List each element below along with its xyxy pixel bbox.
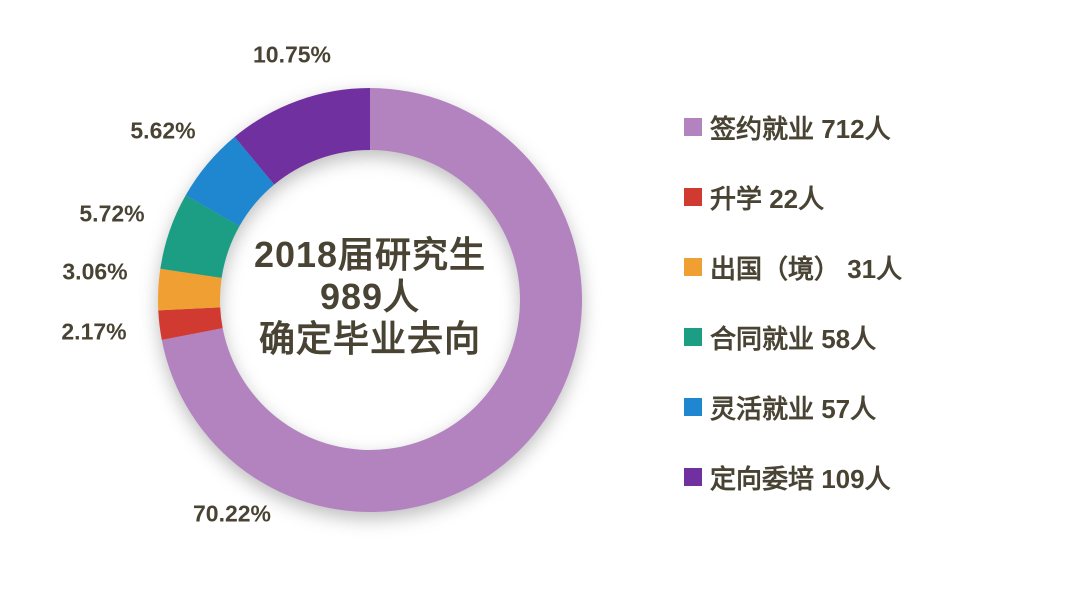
center-title-line3: 确定毕业去向 — [258, 318, 481, 359]
legend-label-hetong: 合同就业 58人 — [710, 323, 877, 354]
donut-slice-0 — [161, 88, 583, 512]
legend-swatch-dingxiang-icon — [684, 468, 702, 486]
legend-swatch-chuguo-icon — [684, 258, 702, 276]
legend-item-qianyue: 签约就业 712人 — [684, 112, 902, 144]
legend-item-chuguo: 出国（境） 31人 — [684, 252, 902, 284]
legend-label-shengxue: 升学 22人 — [710, 183, 825, 214]
legend-label-qianyue: 签约就业 712人 — [710, 113, 891, 144]
donut-ring — [158, 88, 583, 512]
legend-item-hetong: 合同就业 58人 — [684, 322, 902, 354]
legend-item-shengxue: 升学 22人 — [684, 182, 902, 214]
legend-swatch-shengxue-icon — [684, 188, 702, 206]
pct-label-dingxiang: 10.75% — [252, 41, 332, 68]
pct-label-hetong: 5.72% — [79, 200, 145, 227]
donut-center-label: 2018届研究生 989人 确定毕业去向 — [220, 234, 520, 360]
donut-slice-5 — [234, 88, 370, 185]
legend: 签约就业 712人 升学 22人 出国（境） 31人 合同就业 58人 灵活就业… — [684, 112, 902, 494]
legend-swatch-hetong-icon — [684, 328, 702, 346]
legend-swatch-linghuo-icon — [684, 398, 702, 416]
legend-swatch-qianyue-icon — [684, 118, 702, 136]
center-title-line2: 989人 — [319, 276, 421, 317]
donut-slice-4 — [185, 136, 275, 226]
pct-label-chuguo: 3.06% — [62, 258, 128, 285]
donut-slice-1 — [158, 307, 223, 340]
pct-label-qianyue: 70.22% — [192, 500, 272, 527]
donut-slice-2 — [158, 268, 222, 311]
legend-label-linghuo: 灵活就业 57人 — [710, 393, 877, 424]
donut-slice-3 — [160, 195, 240, 278]
legend-item-linghuo: 灵活就业 57人 — [684, 392, 902, 424]
legend-label-dingxiang: 定向委培 109人 — [710, 463, 891, 494]
pct-label-linghuo: 5.62% — [130, 117, 196, 144]
legend-label-chuguo: 出国（境） 31人 — [710, 253, 903, 284]
center-title-line1: 2018届研究生 — [253, 234, 487, 275]
pct-label-shengxue: 2.17% — [61, 318, 127, 345]
legend-item-dingxiang: 定向委培 109人 — [684, 462, 902, 494]
